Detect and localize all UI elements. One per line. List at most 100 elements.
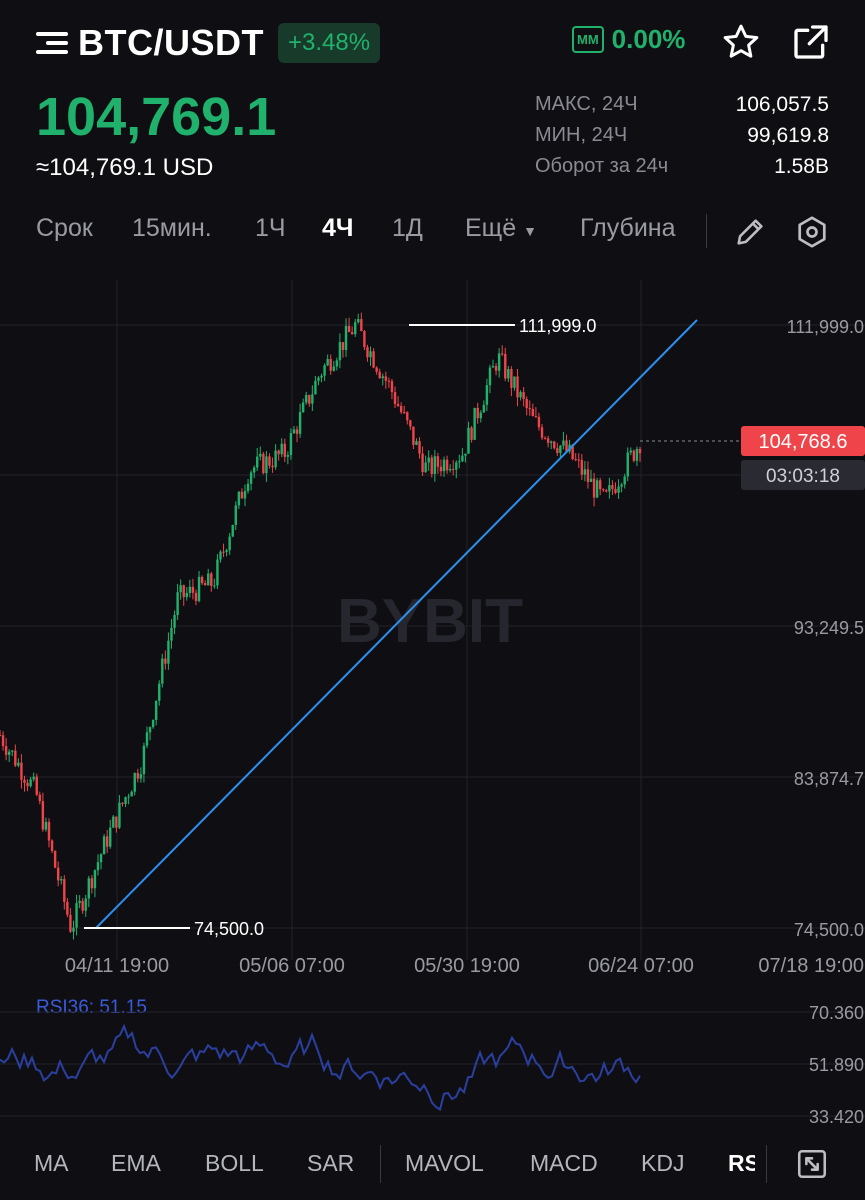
candle-body	[479, 412, 482, 419]
settings-hexagon-icon[interactable]	[790, 210, 834, 254]
favorite-star-icon[interactable]	[719, 20, 763, 64]
candle-body	[200, 576, 204, 584]
caret-down-icon: ▼	[523, 223, 537, 239]
candle-body	[151, 719, 155, 728]
candle-body	[378, 371, 381, 379]
candle-body	[393, 392, 397, 405]
candle-body	[133, 773, 136, 792]
candle-body	[635, 448, 639, 461]
candle-body	[228, 536, 231, 551]
expand-icon[interactable]	[790, 1142, 834, 1186]
candle-body	[109, 827, 112, 847]
toolbar-divider	[706, 214, 707, 248]
more-dropdown[interactable]: Ещё ▼	[465, 214, 537, 243]
pencil-icon[interactable]	[728, 210, 772, 254]
watermark: BYBIT	[337, 587, 523, 656]
indicator-macd[interactable]: MACD	[530, 1150, 598, 1176]
last-price: 104,769.1	[36, 87, 277, 147]
period-label[interactable]: Срок	[36, 214, 93, 242]
candle-body	[240, 491, 244, 499]
indicator-boll[interactable]: BOLL	[205, 1150, 264, 1176]
rsi-chart[interactable]: 70.360 51.890 33.420	[0, 995, 865, 1130]
share-icon[interactable]	[789, 20, 833, 64]
candle-body	[326, 358, 329, 366]
price-chart[interactable]: BYBIT 111,999.0 74,500.0 111,999.0 93,24…	[0, 280, 865, 980]
y-tick: 111,999.0	[787, 317, 864, 337]
candle-body	[556, 448, 559, 453]
candle-body	[32, 776, 35, 780]
stat-high-value: 106,057.5	[735, 93, 829, 116]
candle-body	[488, 367, 492, 386]
candles	[0, 312, 642, 940]
candle-body	[332, 366, 335, 371]
tab-4h[interactable]: 4Ч	[322, 214, 354, 242]
candle-body	[323, 365, 326, 376]
more-label: Ещё	[465, 214, 517, 242]
candle-body	[164, 658, 167, 664]
high-marker-label: 111,999.0	[519, 316, 596, 336]
candle-body	[265, 456, 268, 474]
candle-body	[335, 360, 339, 367]
mm-indicator[interactable]: MM 0.00%	[572, 24, 685, 55]
tab-1h[interactable]: 1Ч	[255, 214, 286, 242]
candle-body	[458, 461, 461, 463]
menu-icon[interactable]	[36, 30, 68, 56]
candle-body	[84, 898, 87, 911]
indicator-rsi[interactable]: RSI	[728, 1150, 755, 1176]
pair-name[interactable]: BTC/USDT	[78, 22, 264, 63]
candle-body	[277, 450, 280, 455]
depth-tab[interactable]: Глубина	[580, 214, 676, 242]
indicator-sar[interactable]: SAR	[307, 1150, 355, 1176]
candle-body	[87, 878, 91, 899]
candle-body	[26, 782, 29, 787]
candle-body	[626, 452, 629, 477]
candle-body	[623, 476, 626, 485]
candle-body	[222, 551, 225, 553]
candle-body	[268, 456, 271, 466]
indicator-ema[interactable]: EMA	[111, 1150, 161, 1176]
y-tick: 93,249.5	[794, 618, 864, 638]
rsi-tick: 33.420	[809, 1107, 864, 1127]
trendline[interactable]	[95, 319, 698, 929]
candle-body	[354, 322, 357, 335]
candle-body	[47, 821, 51, 841]
candle-body	[259, 453, 262, 457]
candle-body	[44, 821, 48, 830]
candle-body	[611, 485, 614, 489]
candle-body	[577, 459, 580, 461]
tab-15min[interactable]: 15мин.	[132, 214, 212, 242]
candle-body	[0, 735, 2, 737]
candle-body	[252, 467, 256, 473]
candle-body	[357, 319, 360, 323]
candle-body	[427, 457, 430, 463]
candle-body	[632, 450, 636, 461]
candle-body	[608, 485, 611, 492]
candle-body	[399, 406, 403, 413]
candle-body	[629, 450, 633, 453]
candle-body	[439, 466, 443, 472]
candle-body	[118, 802, 121, 828]
candle-body	[225, 550, 228, 552]
candle-body	[176, 592, 179, 616]
candle-body	[124, 797, 127, 804]
candle-body	[350, 332, 354, 335]
indicator-mavol[interactable]: MAVOL	[405, 1150, 484, 1176]
indicator-kdj[interactable]: KDJ	[641, 1150, 685, 1176]
candle-body	[283, 443, 286, 457]
candle-body	[249, 472, 253, 484]
candle-body	[234, 505, 237, 525]
candle-body	[170, 627, 173, 641]
candle-body	[35, 776, 38, 795]
candle-body	[614, 488, 617, 493]
tab-1d[interactable]: 1Д	[392, 214, 423, 242]
rsi-tick: 51.890	[809, 1055, 864, 1075]
candle-body	[66, 901, 69, 915]
candle-body	[194, 592, 198, 601]
pair-header[interactable]: BTC/USDT +3.48%	[36, 22, 381, 64]
indicator-ma[interactable]: MA	[34, 1150, 69, 1176]
candle-body	[115, 816, 118, 828]
candle-body	[14, 750, 17, 766]
candle-body	[485, 385, 489, 405]
candle-body	[158, 683, 161, 701]
candle-body	[271, 465, 274, 468]
